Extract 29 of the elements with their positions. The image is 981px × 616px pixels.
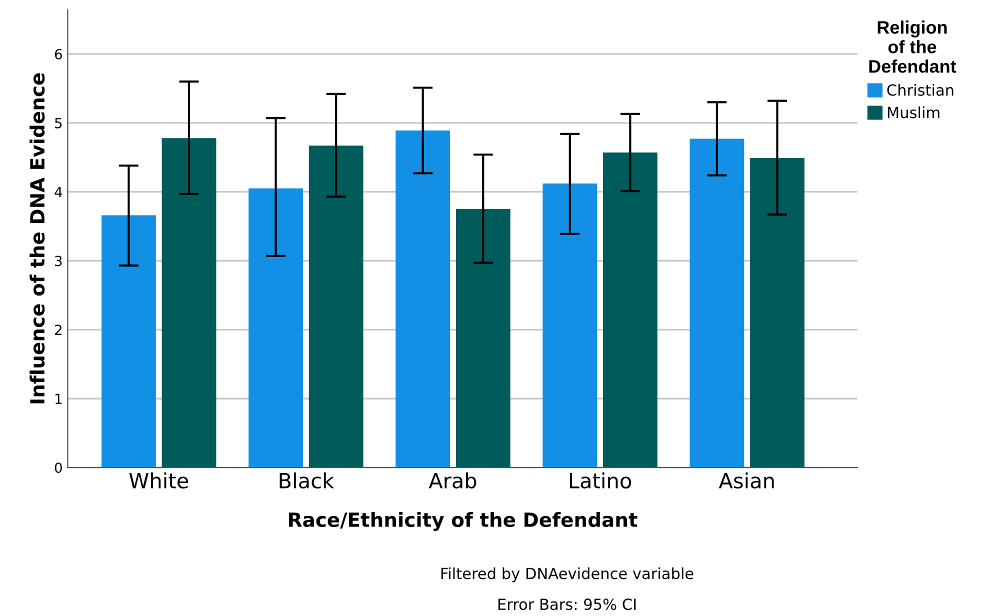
bar <box>750 158 804 468</box>
bar <box>308 146 364 468</box>
y-tick-label: 6 <box>54 48 62 60</box>
y-tick-label: 1 <box>56 394 62 404</box>
x-axis-title: Race/Ethnicity of the Defendant <box>289 512 638 531</box>
bar <box>248 188 303 468</box>
y-tick-label: 5 <box>55 118 62 128</box>
y-tick-label: 2 <box>55 324 62 335</box>
bar <box>162 138 216 468</box>
x-tick-label: White <box>129 472 188 489</box>
bar <box>690 138 744 468</box>
y-axis-title: Influence of the DNA Evidence <box>30 73 45 404</box>
bar <box>102 215 156 468</box>
x-tick-label: Latino <box>570 472 632 489</box>
x-tick-label: Arab <box>428 472 476 489</box>
text: Error Bars: 95% CI <box>498 598 636 610</box>
x-tick-label: Asian <box>718 472 774 489</box>
y-tick-label: 0 <box>54 462 62 474</box>
bar <box>456 209 510 468</box>
bar <box>602 152 658 468</box>
text: Filtered by DNAevidence variable <box>441 567 694 582</box>
bar <box>542 184 598 468</box>
legend-title: Religion of the Defendant <box>869 20 956 73</box>
y-tick-label: 3 <box>55 256 62 266</box>
bar <box>396 130 450 468</box>
y-tick-label: 4 <box>54 186 62 198</box>
legend-label: Muslim <box>888 106 940 118</box>
legend-label: Christian <box>887 84 954 96</box>
x-tick-label: Black <box>280 472 334 489</box>
